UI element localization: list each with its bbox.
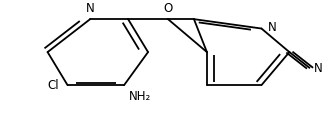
Text: NH₂: NH₂: [129, 90, 151, 103]
Text: N: N: [314, 62, 323, 75]
Text: N: N: [268, 21, 276, 34]
Text: O: O: [163, 2, 173, 15]
Text: Cl: Cl: [48, 79, 59, 92]
Text: N: N: [86, 2, 95, 15]
